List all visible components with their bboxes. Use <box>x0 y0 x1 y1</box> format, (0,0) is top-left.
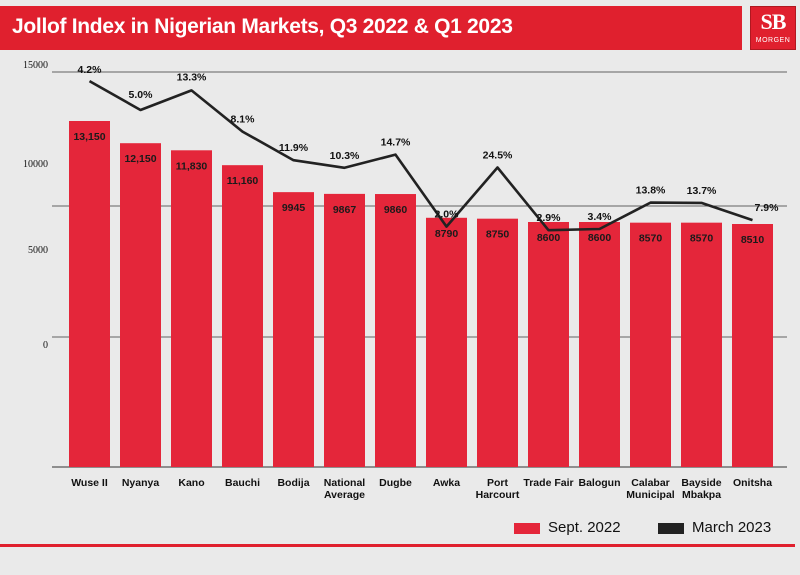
legend-item-march-2023: March 2023 <box>658 519 798 539</box>
bar <box>579 222 620 467</box>
x-category-label: Kano <box>178 477 204 489</box>
legend-swatch-sept-2022 <box>514 523 540 534</box>
bar <box>222 165 263 468</box>
bar-value-label: 13,150 <box>73 131 105 143</box>
x-category-label: Average <box>324 489 365 501</box>
line-percent-label: 3.4% <box>588 211 613 223</box>
bar <box>681 222 722 467</box>
line-percent-label: 8.1% <box>231 114 256 126</box>
bar-value-label: 8510 <box>741 234 765 246</box>
x-category-label: Onitsha <box>733 477 772 489</box>
title-bar: Jollof Index in Nigerian Markets, Q3 202… <box>0 6 742 50</box>
bar-value-label: 12,150 <box>124 153 156 165</box>
line-percent-label: 2.9% <box>537 212 562 224</box>
x-axis-category-labels: Wuse II Nyanya Kano Bauchi Bodija NationalAve… <box>71 477 772 501</box>
x-category-label: Awka <box>433 477 460 489</box>
line-percent-labels: 4.2% 5.0% 13.3% 8.1% 11.9% 10.3% 14.7% 2.0% 24.5… <box>78 64 780 224</box>
y-tick-label: 15000 <box>23 60 48 71</box>
bar <box>69 121 110 467</box>
bar <box>171 150 212 467</box>
x-category-label: Bodija <box>277 477 309 489</box>
x-category-label: Municipal <box>626 489 675 501</box>
x-category-label: Calabar <box>631 477 670 489</box>
line-percent-label: 2.0% <box>435 209 460 221</box>
line-percent-label: 13.3% <box>177 71 207 83</box>
x-category-label: Balogun <box>579 477 621 489</box>
bar-value-label: 9860 <box>384 204 408 216</box>
x-category-label: Wuse II <box>71 477 108 489</box>
y-axis-tick-labels: 15000 10000 5000 0 <box>23 60 48 351</box>
bar-value-label: 11,160 <box>227 175 259 187</box>
x-category-label: Trade Fair <box>523 477 573 489</box>
logo-word: MORGEN <box>755 37 791 44</box>
line-series <box>88 79 753 232</box>
bar-value-label: 8570 <box>690 233 714 245</box>
line-percent-label: 13.7% <box>687 185 717 197</box>
line-percent-label: 13.8% <box>636 185 666 197</box>
bar <box>528 222 569 467</box>
x-category-label: Bayside <box>681 477 721 489</box>
y-tick-label: 5000 <box>28 245 48 256</box>
x-category-label: Mbakpa <box>682 489 721 501</box>
gridlines <box>52 71 787 468</box>
bar <box>375 194 416 467</box>
bar <box>732 224 773 467</box>
line-percent-label: 10.3% <box>330 150 360 162</box>
bar-value-label: 8570 <box>639 233 663 245</box>
logo-mark: SB <box>760 9 787 34</box>
bar <box>477 218 518 467</box>
x-category-label: Dugbe <box>379 477 412 489</box>
bar-series <box>69 121 773 468</box>
bar-value-label: 9867 <box>333 204 357 216</box>
x-category-label: Harcourt <box>476 489 520 501</box>
sb-morgen-logo: SB MORGEN <box>750 6 796 50</box>
x-category-label: National <box>324 477 366 489</box>
bar-value-label: 8600 <box>588 232 612 244</box>
y-tick-label: 0 <box>43 340 48 351</box>
bar <box>426 217 467 467</box>
bar <box>630 222 671 467</box>
x-category-label: Nyanya <box>122 477 160 489</box>
legend-label-sept-2022: Sept. 2022 <box>548 519 621 536</box>
bar <box>273 192 314 467</box>
bar-value-labels: 13,150 12,150 11,830 11,160 9945 9867 9860 8790… <box>73 131 764 246</box>
line-percent-label: 5.0% <box>129 89 154 101</box>
line-percent-label: 4.2% <box>78 64 103 76</box>
bar-value-label: 8790 <box>435 228 459 240</box>
chart-title: Jollof Index in Nigerian Markets, Q3 202… <box>12 15 513 38</box>
y-tick-label: 10000 <box>23 159 48 170</box>
bar-value-label: 8750 <box>486 229 510 241</box>
line-percent-label: 24.5% <box>483 150 513 162</box>
bottom-accent-line <box>0 544 795 547</box>
x-category-label: Port <box>487 477 509 489</box>
legend-label-march-2023: March 2023 <box>692 519 772 536</box>
line-percent-label: 7.9% <box>755 202 780 214</box>
x-category-label: Bauchi <box>225 477 260 489</box>
bar <box>120 143 161 467</box>
bar-value-label: 8600 <box>537 232 561 244</box>
bar <box>324 193 365 467</box>
legend-item-sept-2022: Sept. 2022 <box>514 519 664 539</box>
march-2023-line <box>88 79 753 232</box>
line-percent-label: 14.7% <box>381 137 411 149</box>
legend-swatch-march-2023 <box>658 523 684 534</box>
bar-value-label: 11,830 <box>176 160 208 172</box>
bar-value-label: 9945 <box>282 202 306 214</box>
line-percent-label: 11.9% <box>279 142 309 154</box>
